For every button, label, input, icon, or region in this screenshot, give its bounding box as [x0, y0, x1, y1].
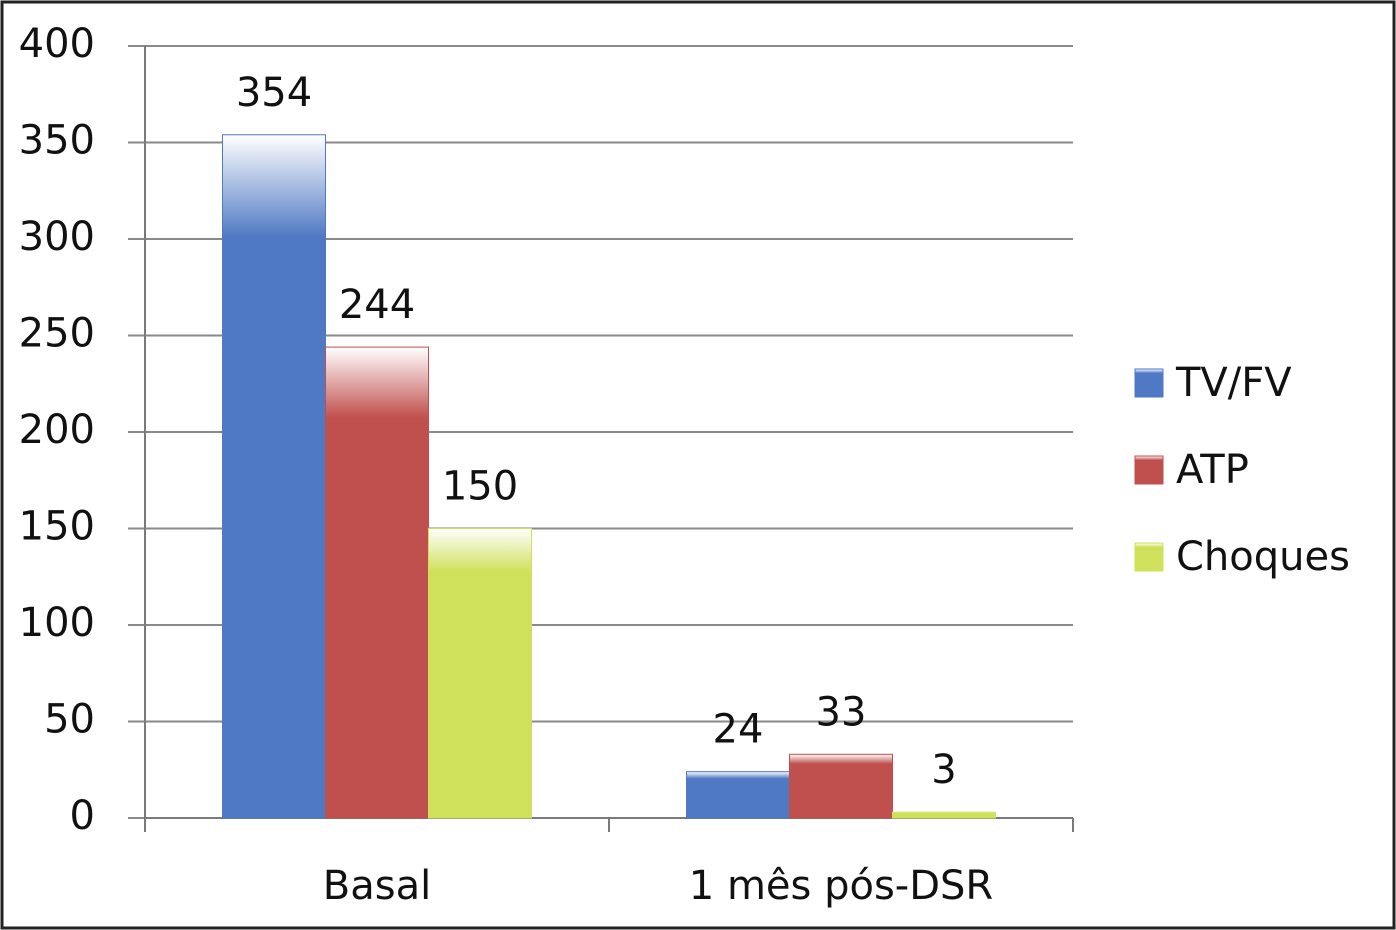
bar: [892, 811, 996, 819]
x-tick-label: Basal: [323, 863, 431, 909]
bar: [325, 346, 429, 819]
legend-swatch: [1134, 368, 1164, 398]
legend-swatch: [1134, 542, 1164, 572]
legend-label: TV/FV: [1175, 360, 1292, 406]
bar: [428, 528, 532, 819]
y-tick-label: 0: [70, 793, 95, 839]
y-tick-label: 300: [19, 214, 95, 260]
y-tick-label: 400: [19, 21, 95, 67]
bar: [789, 753, 893, 819]
y-tick-label: 50: [44, 697, 95, 743]
data-label: 150: [442, 464, 518, 510]
y-tick-label: 200: [19, 407, 95, 453]
data-label: 3: [931, 747, 956, 793]
y-tick-label: 350: [19, 118, 95, 164]
legend-swatch: [1134, 455, 1164, 485]
y-tick-label: 100: [19, 600, 95, 646]
y-tick-label: 150: [19, 504, 95, 550]
legend-label: ATP: [1176, 447, 1249, 493]
x-tick-label: 1 mês pós-DSR: [689, 863, 993, 909]
data-label: 24: [713, 707, 764, 753]
data-label: 244: [339, 282, 415, 328]
data-label: 33: [816, 689, 867, 735]
legend-label: Choques: [1176, 534, 1350, 580]
bar: [686, 771, 790, 819]
data-label: 354: [236, 70, 312, 116]
bar: [222, 134, 326, 819]
y-tick-label: 250: [19, 311, 95, 357]
